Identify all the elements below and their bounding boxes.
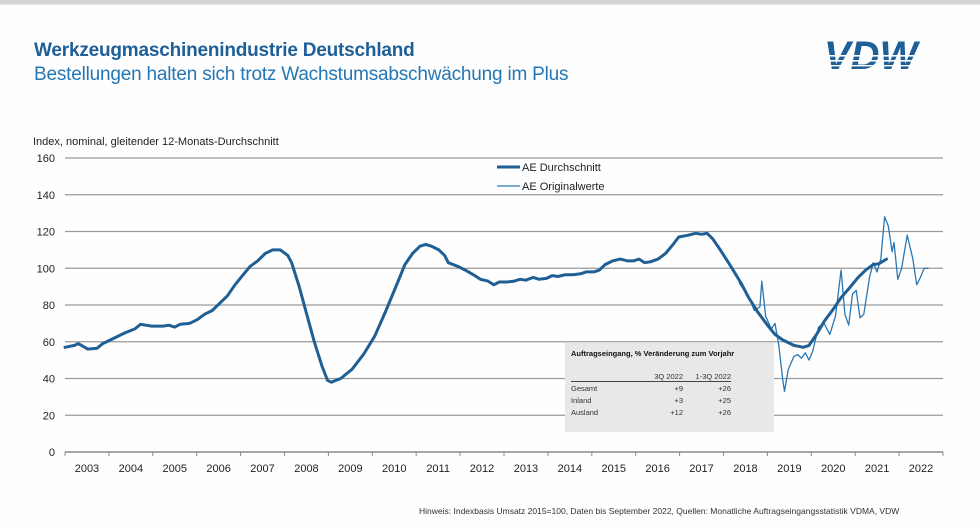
legend-label-originalwerte: AE Originalwerte	[522, 181, 605, 193]
series-lines	[63, 216, 929, 393]
window-top-bar	[0, 0, 980, 5]
legend-label-durchschnitt: AE Durchschnitt	[522, 162, 601, 174]
x-tick-label: 2011	[426, 463, 450, 475]
x-tick-label: 2013	[514, 463, 538, 475]
series-line-ae-originalwerte	[738, 216, 929, 393]
summary-table-title: Auftragseingang, % Veränderung zum Vorja…	[571, 349, 735, 358]
row-value-3q: +9	[674, 384, 683, 393]
y-tick-label: 100	[37, 263, 55, 275]
y-tick-label: 160	[37, 153, 55, 165]
x-tick-label: 2004	[119, 463, 143, 475]
x-tick-label: 2007	[250, 463, 274, 475]
y-tick-label: 140	[37, 190, 55, 202]
row-label: Inland	[571, 396, 592, 405]
x-tick-label: 2005	[163, 463, 187, 475]
x-tick-label: 2009	[338, 463, 362, 475]
x-axis: 2003 2004 2005 2006 2007 2008 2009 2010 2011 2012…	[64, 451, 944, 475]
x-tick-label: 2017	[689, 463, 713, 475]
x-tick-label: 2003	[75, 463, 99, 475]
chart-subtitle: Bestellungen halten sich trotz Wachstums…	[34, 64, 569, 85]
row-value-ytd: +26	[718, 408, 731, 417]
x-tick-label: 2019	[777, 463, 801, 475]
x-tick-label: 2012	[470, 463, 494, 475]
summary-table: Auftragseingang, % Veränderung zum Vorja…	[565, 343, 774, 432]
y-axis-title: Index, nominal, gleitender 12-Monats-Dur…	[33, 136, 279, 148]
row-value-ytd: +26	[718, 384, 731, 393]
row-label: Ausland	[571, 408, 599, 417]
row-value-3q: +12	[670, 408, 683, 417]
x-tick-label: 2010	[382, 463, 406, 475]
y-axis-ticks: 0 20 40 60 80 100 120 140 160	[37, 153, 55, 459]
x-tick-label: 2016	[645, 463, 669, 475]
chart-title: Werkzeugmaschinenindustrie Deutschland	[34, 40, 415, 61]
row-value-ytd: +25	[718, 396, 731, 405]
y-tick-label: 80	[43, 300, 55, 312]
column-header-ytd: 1-3Q 2022	[695, 372, 731, 381]
legend: AE Durchschnitt AE Originalwerte	[497, 162, 605, 193]
vdw-logo: VDW	[822, 34, 952, 75]
row-value-3q: +3	[674, 396, 683, 405]
gridlines	[65, 157, 943, 416]
x-tick-label: 2021	[865, 463, 889, 475]
y-tick-label: 60	[43, 337, 55, 349]
x-tick-label: 2018	[733, 463, 757, 475]
footnote: Hinweis: Indexbasis Umsatz 2015=100, Dat…	[419, 506, 900, 516]
column-header-3q: 3Q 2022	[654, 372, 683, 381]
y-tick-label: 40	[43, 374, 55, 386]
y-tick-label: 0	[49, 447, 55, 459]
x-tick-label: 2020	[821, 463, 845, 475]
table-header-rule	[571, 381, 731, 382]
x-tick-label: 2022	[909, 463, 933, 475]
y-tick-label: 120	[37, 227, 55, 239]
x-tick-label: 2015	[602, 463, 626, 475]
x-tick-label: 2006	[206, 463, 230, 475]
x-tick-label: 2008	[294, 463, 318, 475]
logo-text: VDW	[824, 34, 921, 75]
x-tick-label: 2014	[558, 463, 582, 475]
row-label: Gesamt	[571, 384, 598, 393]
series-line-ae-durchschnitt	[63, 231, 888, 384]
y-tick-label: 20	[43, 410, 55, 422]
